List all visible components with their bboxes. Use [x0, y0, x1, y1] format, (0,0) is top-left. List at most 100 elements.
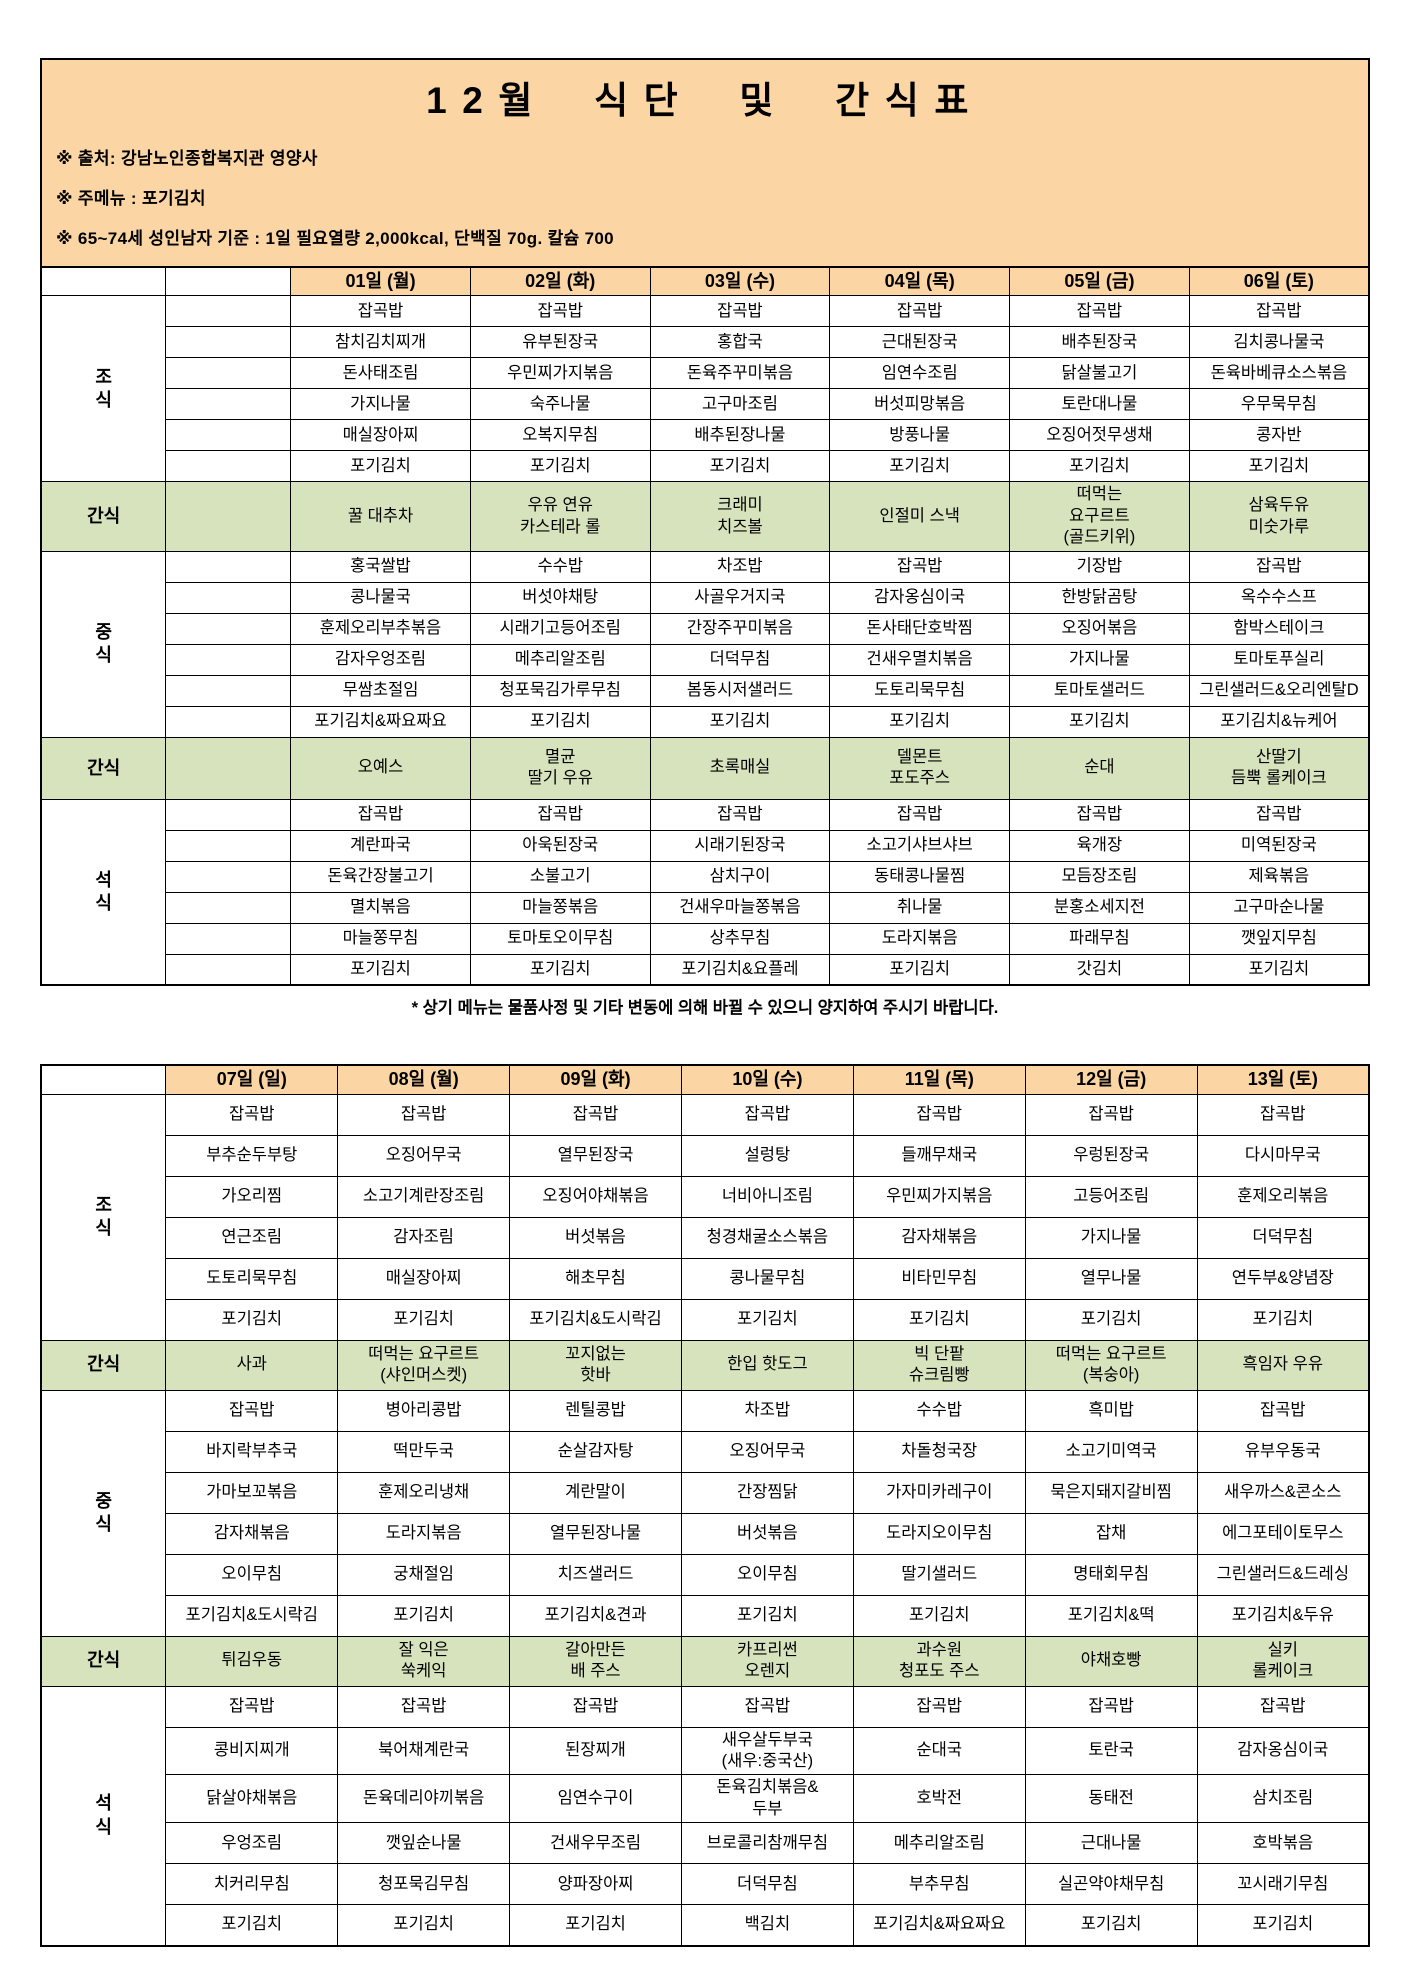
menu-cell: 포기김치: [290, 953, 471, 986]
menu-cell: 삼치구이: [649, 860, 831, 893]
menu-cell: 잡곡밥: [852, 1685, 1026, 1728]
menu-table-week2: 07일 (일) 08일 (월) 09일 (화) 10일 (수) 11일 (목) 12일 (…: [40, 1064, 1370, 1947]
menu-cell: 포기김치&뉴케어: [1188, 705, 1370, 738]
meal-row: 도토리묵무침 매실장아찌 해초무침 콩나물무침 비타민무침 열무나물 연두부&양념장: [41, 1257, 1370, 1300]
menu-cell: 연두부&양념장: [1196, 1257, 1370, 1300]
corner-cell: [40, 1064, 167, 1095]
menu-cell: 포기김치: [852, 1298, 1026, 1341]
menu-cell: 포기김치&떡: [1024, 1594, 1198, 1637]
menu-cell: 떠먹는 요구르트 (골드키위): [1009, 481, 1190, 552]
meal-row: 가오리찜 소고기계란장조림 오징어야채볶음 너비아니조림 우민찌가지볶음 고등어조림 훈제오…: [41, 1175, 1370, 1218]
menu-cell: 고구마순나물: [1188, 891, 1370, 924]
menu-cell: 잡곡밥: [509, 1685, 682, 1728]
menu-cell: 가마보꼬볶음: [165, 1471, 339, 1514]
spacer-cell: [165, 419, 292, 452]
day-header: 06일 (토): [1188, 266, 1370, 297]
menu-cell: 감자우엉조림: [290, 643, 471, 676]
meal-row: 조 식 잡곡밥 잡곡밥 잡곡밥 잡곡밥 잡곡밥 잡곡밥: [40, 295, 1370, 483]
menu-cell: 포기김치&견과: [509, 1594, 682, 1637]
day-header: 02일 (화): [469, 266, 651, 297]
menu-cell: 계란말이: [509, 1471, 682, 1514]
menu-cell: 훈제오리냉채: [337, 1471, 511, 1514]
spacer-cell: [165, 705, 292, 738]
spacer-cell: [165, 357, 292, 390]
menu-cell: 멸균 딸기 우유: [469, 736, 651, 800]
meal-section-label: 간식: [40, 736, 167, 800]
menu-cell: 잡곡밥: [1196, 1093, 1370, 1136]
menu-cell: 건새우마늘쫑볶음: [649, 891, 831, 924]
menu-cell: 잡곡밥: [165, 1093, 339, 1136]
meal-row: 닭살야채볶음 돈육데리야끼볶음 임연수구이 돈육김치볶음& 두부 호박전 동태전 삼치조림: [41, 1774, 1370, 1824]
menu-cell: 마늘쫑볶음: [469, 891, 651, 924]
menu-cell: 치즈샐러드: [509, 1553, 682, 1596]
menu-cell: 콩비지찌개: [165, 1726, 339, 1776]
spacer-cell: [165, 450, 292, 483]
menu-cell: 잡곡밥: [469, 798, 651, 831]
menu-cell: 토란국: [1024, 1726, 1198, 1776]
menu-cell: 과수원 청포도 주스: [852, 1635, 1026, 1687]
meal-row: 석 식 잡곡밥 잡곡밥 잡곡밥 잡곡밥 잡곡밥 잡곡밥 잡곡밥: [40, 1685, 1370, 1947]
menu-cell: 잡곡밥: [337, 1685, 511, 1728]
meal-section-label: 조 식: [40, 295, 167, 483]
meal-row: 가마보꼬볶음 훈제오리냉채 계란말이 간장찜닭 가자미카레구이 묵은지돼지갈비찜 새우까스&…: [41, 1471, 1370, 1514]
spacer-cell: [165, 295, 292, 328]
menu-cell: 건새우무조림: [509, 1822, 682, 1865]
menu-cell: 홍국쌀밥: [290, 550, 471, 583]
menu-cell: 오징어무국: [337, 1134, 511, 1177]
menu-cell: 버섯볶음: [680, 1512, 854, 1555]
footnote: * 상기 메뉴는 물품사정 및 기타 변동에 의해 바뀔 수 있으니 양지하여 …: [411, 999, 999, 1018]
menu-cell: 포기김치: [1196, 1298, 1370, 1341]
menu-cell: 포기김치: [337, 1594, 511, 1637]
menu-cell: 잡곡밥: [829, 798, 1011, 831]
menu-cell: 청경채굴소스볶음: [680, 1216, 854, 1259]
menu-cell: 콩나물무침: [680, 1257, 854, 1300]
menu-cell: 마늘쫑무침: [290, 922, 471, 955]
menu-cell: 새우살두부국 (새우:중국산): [680, 1726, 854, 1776]
menu-cell: 잡곡밥: [1188, 295, 1370, 328]
menu-cell: 포기김치&짜요짜요: [290, 705, 471, 738]
menu-cell: 청포묵김무침: [337, 1863, 511, 1906]
menu-cell: 오이무침: [680, 1553, 854, 1596]
spacer-cell: [165, 829, 292, 862]
menu-cell: 소불고기: [469, 860, 651, 893]
menu-cell: 유부우동국: [1196, 1430, 1370, 1473]
menu-cell: 카프리썬 오렌지: [680, 1635, 854, 1687]
meal-row: 바지락부추국 떡만두국 순살감자탕 오징어무국 차돌청국장 소고기미역국 유부우동국: [41, 1430, 1370, 1473]
menu-cell: 잡곡밥: [829, 550, 1011, 583]
meal-section-label: 중 식: [40, 550, 167, 738]
menu-cell: 오징어무국: [680, 1430, 854, 1473]
menu-cell: 포기김치&짜요짜요: [852, 1904, 1026, 1947]
menu-cell: 브로콜리참깨무침: [680, 1822, 854, 1865]
menu-cell: 배추된장나물: [649, 419, 831, 452]
page-title: 12월 식단 및 간식표: [426, 80, 984, 121]
menu-cell: 열무된장국: [509, 1134, 682, 1177]
meal-row: 가지나물 숙주나물 고구마조림 버섯피망볶음 토란대나물 우무묵무침: [41, 388, 1370, 421]
menu-cell: 상추무침: [649, 922, 831, 955]
menu-cell: 비타민무침: [852, 1257, 1026, 1300]
menu-cell: 한방닭곰탕: [1009, 581, 1190, 614]
menu-cell: 호박볶음: [1196, 1822, 1370, 1865]
corner-cell: [40, 266, 167, 297]
menu-cell: 매실장아찌: [337, 1257, 511, 1300]
menu-cell: 포기김치: [680, 1594, 854, 1637]
note-source: ※ 출처: 강남노인종합복지관 영양사: [56, 149, 318, 168]
menu-cell: 포기김치: [337, 1298, 511, 1341]
menu-cell: 취나물: [829, 891, 1011, 924]
menu-cell: 수수밥: [469, 550, 651, 583]
menu-cell: 잡곡밥: [852, 1093, 1026, 1136]
menu-cell: 우렁된장국: [1024, 1134, 1198, 1177]
meal-row: 포기김치 포기김치 포기김치&도시락김 포기김치 포기김치 포기김치 포기김치: [41, 1298, 1370, 1341]
menu-cell: 꼬시래기무침: [1196, 1863, 1370, 1906]
menu-cell: 시래기된장국: [649, 829, 831, 862]
menu-cell: 순대국: [852, 1726, 1026, 1776]
menu-cell: 갓김치: [1009, 953, 1190, 986]
menu-cell: 감자조림: [337, 1216, 511, 1259]
menu-cell: 버섯피망볶음: [829, 388, 1011, 421]
menu-cell: 잡곡밥: [1196, 1389, 1370, 1432]
menu-cell: 훈제오리볶음: [1196, 1175, 1370, 1218]
meal-row: 우엉조림 깻잎순나물 건새우무조림 브로콜리참깨무침 메추리알조림 근대나물 호박볶음: [41, 1822, 1370, 1865]
menu-cell: 열무된장나물: [509, 1512, 682, 1555]
meal-section-label: 석 식: [40, 798, 167, 986]
menu-cell: 동태콩나물찜: [829, 860, 1011, 893]
